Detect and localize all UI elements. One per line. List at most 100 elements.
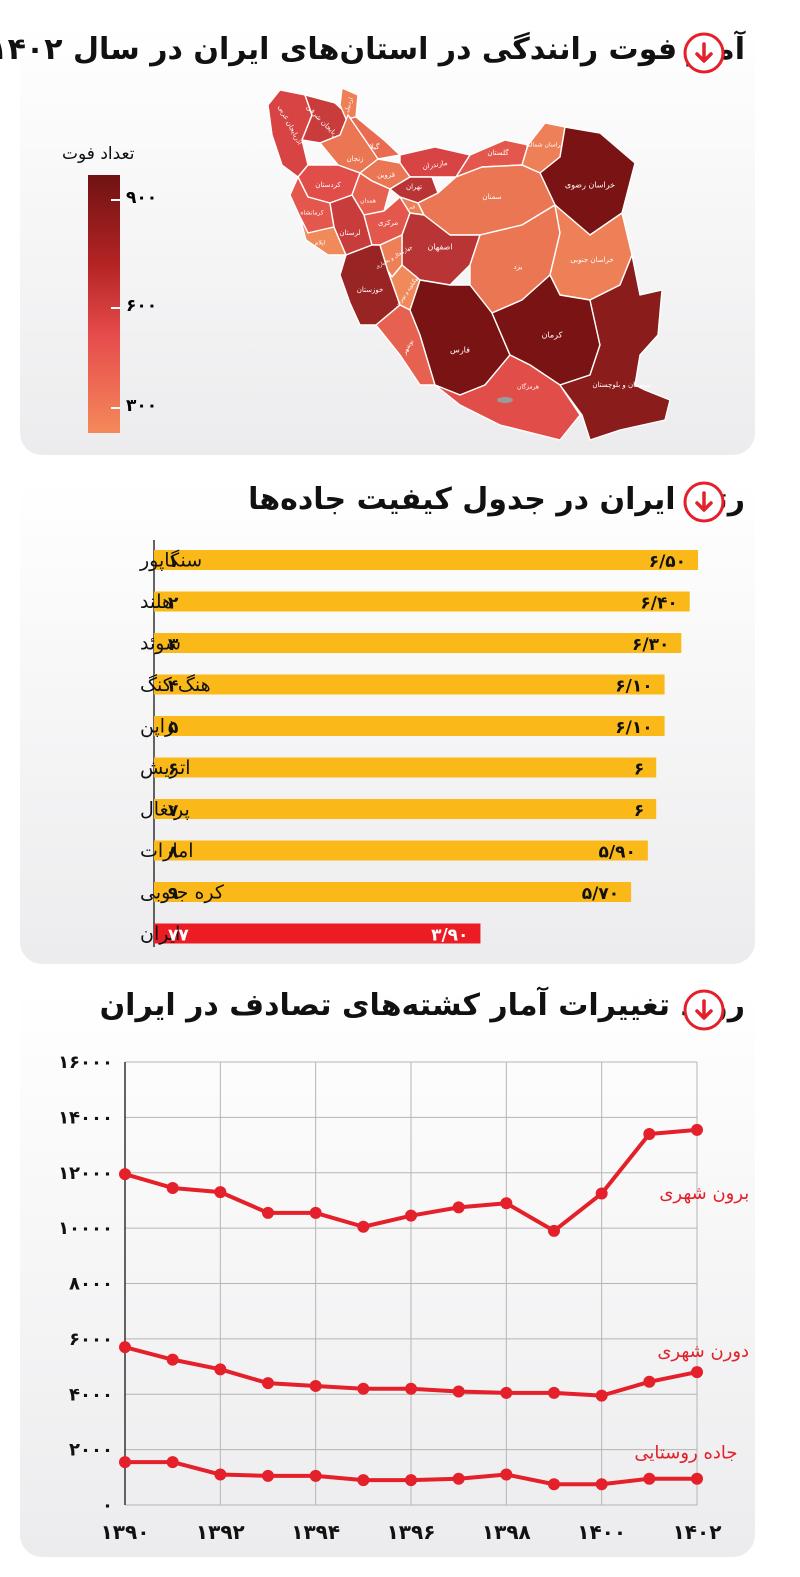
province-label: تهران [406,183,422,191]
legend-tick-mark [111,199,120,201]
bar-rank-label: ۸ [168,843,179,863]
data-point [643,1375,656,1388]
bar [154,840,648,861]
island-shape [497,397,513,403]
iran-province-map: آذربایجان غربی آذربایجان شرقی اردبیلگیلانم… [267,87,671,441]
province-label: ایلام [315,240,326,247]
x-tick-label: ۱۳۹۸ [482,1520,531,1544]
province-label: یزد [514,263,523,271]
y-tick-label: ۶۰۰۰ [69,1329,113,1350]
data-point [452,1201,465,1214]
bar-value-label: ۶/۱۰ [615,677,652,697]
province-label: اردبیل [343,96,355,113]
bar [154,633,682,653]
data-point [309,1379,322,1392]
bar-category-label: هلند [140,591,172,613]
bar-value-label: ۳/۹۰ [431,926,468,946]
bar [154,882,632,902]
province-label: همدان [360,198,376,205]
province-label: خراسان شمالی [525,142,564,149]
x-tick-label: ۱۴۰۰ [577,1520,626,1544]
arrow-down-icon [683,32,725,74]
data-point [691,1472,703,1485]
legend-tick-label: ۳۰۰ [126,396,158,416]
bar [154,550,699,570]
bar-category-label: سوئد [140,633,181,655]
bar-category-label: ایران [140,923,180,945]
bar [154,923,481,944]
y-tick-label: ۱۴۰۰۰ [58,1107,113,1128]
bar-category-label: ژاپن [140,716,174,738]
province-label: کرمان [542,331,563,340]
data-point [548,1224,560,1237]
bar-rank-label: ۷۷ [168,926,189,946]
bar-category-label: سنگاپور [139,549,202,572]
y-tick-label: ۴۰۰۰ [69,1384,113,1405]
province-label: لرستان [339,229,360,237]
data-point [548,1386,560,1399]
x-tick-label: ۱۳۹۴ [291,1520,340,1544]
data-point [548,1478,560,1491]
data-point [595,1389,608,1402]
legend-tick-mark [111,307,120,309]
province-label: قزوین [377,171,395,179]
bar-rank-label: ۱ [168,552,178,572]
y-tick-label: ۰ [102,1495,113,1516]
bar-rank-label: ۹ [168,884,179,904]
bar-value-label: ۶/۵۰ [649,552,686,572]
legend-title: تعداد فوت [62,144,135,164]
y-tick-label: ۸۰۰۰ [69,1274,113,1295]
data-point [357,1220,370,1233]
series-label: برون شهری [659,1183,749,1204]
bar-rank-label: ۵ [168,718,178,738]
data-point [166,1181,179,1194]
province-label: سمنان [482,193,501,201]
data-point [119,1168,131,1181]
ranking-section-title: رتبه ایران در جدول کیفیت جاده‌ها [248,482,745,517]
data-point [452,1385,465,1398]
legend-tick-label: ۶۰۰ [126,296,158,316]
bar-value-label: ۶ [634,760,644,780]
bar-value-label: ۶/۱۰ [615,718,652,738]
data-point [643,1127,656,1140]
data-point [691,1366,703,1379]
province-label: کردستان [315,181,341,189]
bar-rank-label: ۲ [168,594,179,614]
province-label: خراسان رضوی [565,181,615,190]
arrow-down-icon [683,481,725,523]
bar [154,716,665,736]
bar-rank-label: ۶ [168,760,178,780]
data-point [595,1478,608,1491]
data-point [405,1382,417,1395]
province-label: گیلان [365,142,380,151]
data-point [357,1474,370,1487]
data-point [643,1472,656,1485]
x-tick-label: ۱۳۹۰ [101,1520,150,1544]
series-label: دورن شهری [657,1341,749,1362]
province-label: خراسان جنوبی [570,256,613,264]
y-tick-label: ۲۰۰۰ [69,1440,113,1461]
data-point [595,1187,608,1200]
series-label: جاده روستایی [634,1443,737,1464]
data-point [119,1341,131,1354]
data-point [214,1468,227,1481]
bar [154,757,657,778]
grid [124,1061,698,1506]
bar-category-label: هنگ کنگ [140,674,211,696]
bar-value-label: ۶ [634,801,644,821]
x-tick-label: ۱۳۹۶ [387,1520,436,1544]
province-label: اصفهان [427,243,452,252]
bar [154,674,665,695]
province-label: قم [409,205,415,211]
data-point [262,1206,274,1219]
province-label: فارس [450,346,470,355]
data-point [357,1382,370,1395]
province-label: مرکزی [378,219,399,227]
bar-rank-label: ۷ [168,801,179,821]
province-label: هرمزگان [517,383,539,391]
map-section-title: آمار فوت رانندگی در استان‌های ایران در س… [0,32,745,67]
legend-tick-label: ۹۰۰ [126,188,158,208]
bar-category-label: امارات [140,840,194,862]
fatalities-line-chart: ۱۶۰۰۰ ۱۴۰۰۰ ۱۲۰۰۰ ۱۰۰۰۰ ۸۰۰۰ ۶۰۰۰ ۴۰۰۰ ۲۰۰۰ ۰ ۱۳۹… [58,1052,749,1544]
